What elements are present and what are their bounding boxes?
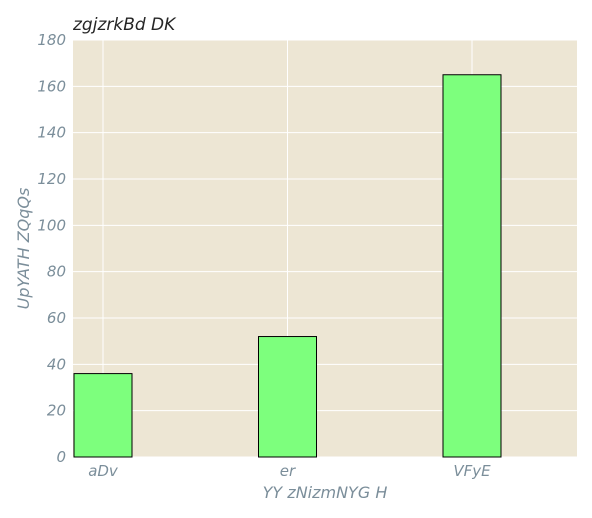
bar-VFyE: [442, 74, 502, 458]
chart-title: zgjzrkBd DK: [72, 15, 177, 35]
y-tick-label: 180: [37, 31, 66, 49]
x-tick-label: aDv: [88, 462, 119, 480]
bar-er: [258, 336, 317, 458]
x-axis-label: YY zNizmNYG H: [263, 483, 388, 502]
x-tick-label: VFyE: [453, 462, 491, 480]
y-tick-label: 160: [37, 77, 66, 95]
y-tick-label: 40: [47, 355, 66, 373]
y-tick-label: 20: [47, 402, 66, 420]
y-tick-label: 60: [47, 309, 66, 327]
y-axis-label: UpYATH ZQqQs: [14, 188, 33, 310]
bars: [73, 74, 502, 458]
y-tick-label: 80: [47, 263, 66, 281]
bar-aDv: [73, 373, 133, 458]
y-tick-label: 120: [37, 170, 66, 188]
x-tick-label: er: [280, 462, 296, 480]
y-tick-label: 100: [37, 216, 66, 234]
y-tick-label: 140: [37, 124, 66, 142]
x-axis-ticks: aDv er VFyE: [88, 462, 491, 480]
y-axis-ticks: 0 20 40 60 80 100 120 140 160 180: [37, 31, 66, 466]
y-tick-label: 0: [56, 448, 66, 466]
